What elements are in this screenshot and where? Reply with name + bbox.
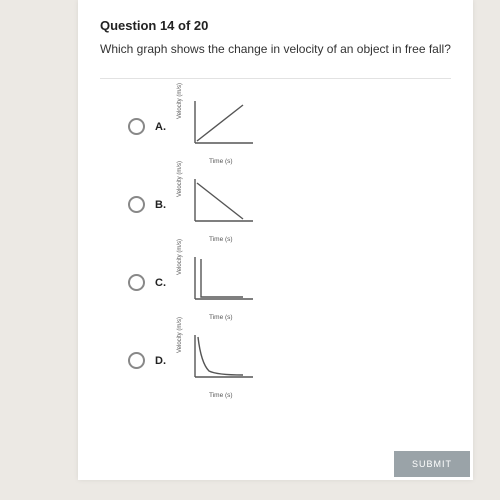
chart-a-xlabel: Time (s) bbox=[209, 158, 233, 165]
chart-c: Velocity (m/s) Time (s) bbox=[181, 253, 259, 313]
option-a[interactable]: A. Velocity (m/s) Time (s) bbox=[128, 97, 473, 157]
radio-b[interactable] bbox=[128, 196, 145, 213]
radio-a[interactable] bbox=[128, 118, 145, 135]
curve-a bbox=[197, 105, 243, 141]
option-d[interactable]: D. Velocity (m/s) Time (s) bbox=[128, 331, 473, 391]
chart-c-xlabel: Time (s) bbox=[209, 314, 233, 321]
option-c[interactable]: C. Velocity (m/s) Time (s) bbox=[128, 253, 473, 313]
question-card: Question 14 of 20 Which graph shows the … bbox=[78, 0, 473, 480]
chart-c-svg bbox=[181, 253, 259, 313]
option-b[interactable]: B. Velocity (m/s) Time (s) bbox=[128, 175, 473, 235]
chart-d-xlabel: Time (s) bbox=[209, 392, 233, 399]
curve-b bbox=[197, 183, 243, 219]
options-list: A. Velocity (m/s) Time (s) B. Velocity (… bbox=[78, 79, 473, 391]
radio-d[interactable] bbox=[128, 352, 145, 369]
chart-b: Velocity (m/s) Time (s) bbox=[181, 175, 259, 235]
radio-c[interactable] bbox=[128, 274, 145, 291]
chart-d-svg bbox=[181, 331, 259, 391]
chart-b-svg bbox=[181, 175, 259, 235]
question-header: Question 14 of 20 Which graph shows the … bbox=[78, 0, 473, 68]
chart-d-ylabel: Velocity (m/s) bbox=[177, 317, 183, 353]
curve-c bbox=[201, 259, 243, 297]
chart-b-xlabel: Time (s) bbox=[209, 236, 233, 243]
option-d-label: D. bbox=[155, 355, 169, 367]
chart-c-ylabel: Velocity (m/s) bbox=[177, 239, 183, 275]
question-prompt: Which graph shows the change in velocity… bbox=[100, 41, 451, 58]
chart-a: Velocity (m/s) Time (s) bbox=[181, 97, 259, 157]
option-b-label: B. bbox=[155, 199, 169, 211]
option-c-label: C. bbox=[155, 277, 169, 289]
option-a-label: A. bbox=[155, 121, 169, 133]
chart-b-ylabel: Velocity (m/s) bbox=[177, 161, 183, 197]
question-number: Question 14 of 20 bbox=[100, 18, 451, 33]
curve-d bbox=[198, 337, 243, 375]
chart-a-svg bbox=[181, 97, 259, 157]
chart-a-ylabel: Velocity (m/s) bbox=[177, 83, 183, 119]
submit-button[interactable]: SUBMIT bbox=[394, 451, 470, 477]
chart-d: Velocity (m/s) Time (s) bbox=[181, 331, 259, 391]
